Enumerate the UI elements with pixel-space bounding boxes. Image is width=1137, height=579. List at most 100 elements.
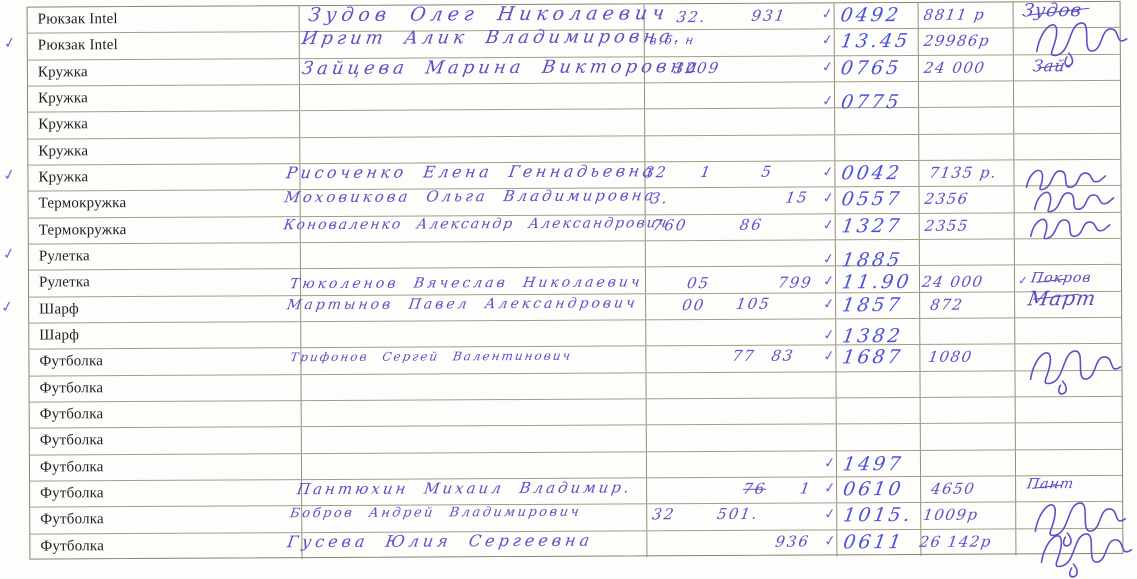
numbers-cell [645,134,835,162]
margin-checkmark-icon: ✓ [1,245,17,264]
signature-cell [1014,2,1120,28]
amount-cell [919,55,1015,81]
code-cell [836,371,921,398]
amount-cell [920,265,1016,292]
signature-cell [1016,502,1122,528]
numbers-cell [646,371,837,399]
signature-cell [1015,212,1121,238]
recipient-name-cell [300,241,646,269]
margin-checkmark-icon: ✓ [2,166,18,185]
signature-cell [1014,55,1120,81]
signature-cell [1016,423,1122,449]
item-cell: Футболка [29,401,302,428]
code-cell [835,239,921,266]
numbers-cell [644,29,835,57]
numbers-cell [646,450,837,478]
numbers-cell [646,398,837,425]
item-cell: Кружка [28,137,300,165]
code-cell [834,81,920,108]
signature-cell [1014,107,1120,133]
amount-cell [921,502,1017,529]
signature-cell [1015,291,1121,317]
recipient-name-cell [301,504,648,532]
signature-cell [1016,476,1122,502]
item-cell: Кружка [28,164,301,191]
amount-cell [921,449,1017,476]
item-cell: Футболка [30,480,302,507]
item-cell: Кружка [27,58,300,86]
numbers-cell [645,292,836,320]
code-cell [835,292,921,319]
signature-cell [1015,186,1121,212]
table-row: Футболка [30,528,1123,561]
code-cell [836,397,922,424]
signature-cell [1014,133,1120,159]
amount-cell [921,423,1017,450]
amount-cell [921,476,1017,503]
code-cell [834,29,920,56]
code-cell [835,266,921,292]
numbers-cell [644,82,835,109]
code-cell [836,424,922,450]
recipient-name-cell [299,109,646,137]
item-cell: Шарф [29,295,301,323]
code-cell [834,160,920,187]
code-cell [834,134,920,161]
amount-cell [919,28,1015,55]
item-cell: Термокружка [28,190,301,218]
item-cell: Кружка [27,85,300,112]
amount-cell [919,107,1015,134]
margin-checkmark-icon: ✓ [0,298,15,317]
recipient-name-cell [300,214,646,243]
item-cell: Рюкзак Intel [27,6,300,33]
amount-cell [919,134,1015,160]
item-cell: Футболка [29,453,302,481]
recipient-name-cell [301,372,647,401]
code-cell [835,318,921,345]
item-cell: Рулетка [28,243,301,270]
signature-cell [1017,528,1123,555]
amount-cell [920,239,1016,266]
code-cell [836,529,922,557]
signature-cell [1015,265,1121,291]
code-cell [835,213,921,240]
signature-cell [1014,81,1120,107]
code-cell [836,450,922,477]
amount-cell [918,2,1014,29]
numbers-cell [646,477,837,504]
numbers-cell [645,213,836,241]
recipient-name-cell [301,530,648,560]
numbers-cell [645,240,836,267]
signature-cell [1014,28,1120,54]
numbers-cell [647,529,837,558]
code-cell [835,187,921,213]
signature-cell [1016,397,1122,423]
code-cell [834,108,920,134]
recipient-name-cell [299,135,646,164]
recipient-name-cell [299,162,646,190]
item-cell: Футболка [29,348,302,376]
numbers-cell [645,266,836,293]
recipient-name-cell [299,83,645,111]
recipient-name-cell [300,267,646,295]
item-cell: Термокружка [28,216,301,244]
item-cell: Футболка [30,506,302,534]
recipient-name-cell [299,4,645,32]
signature-cell [1016,344,1122,370]
item-cell: Футболка [30,532,302,561]
item-cell: Рюкзак Intel [27,32,300,60]
numbers-cell [646,345,837,372]
signature-cell [1016,370,1122,396]
numbers-cell [646,319,836,346]
recipient-name-cell [301,425,647,453]
distribution-table: Рюкзак Intel Рюкзак Intel Кружка Кружка Круж… [26,0,1124,561]
numbers-cell [646,424,837,451]
signature-cell [1015,239,1121,265]
signature-cell [1015,318,1121,344]
recipient-name-cell [300,188,646,216]
code-cell [835,345,921,371]
amount-cell [920,292,1016,318]
numbers-cell [647,503,837,530]
item-cell: Рулетка [28,269,301,297]
